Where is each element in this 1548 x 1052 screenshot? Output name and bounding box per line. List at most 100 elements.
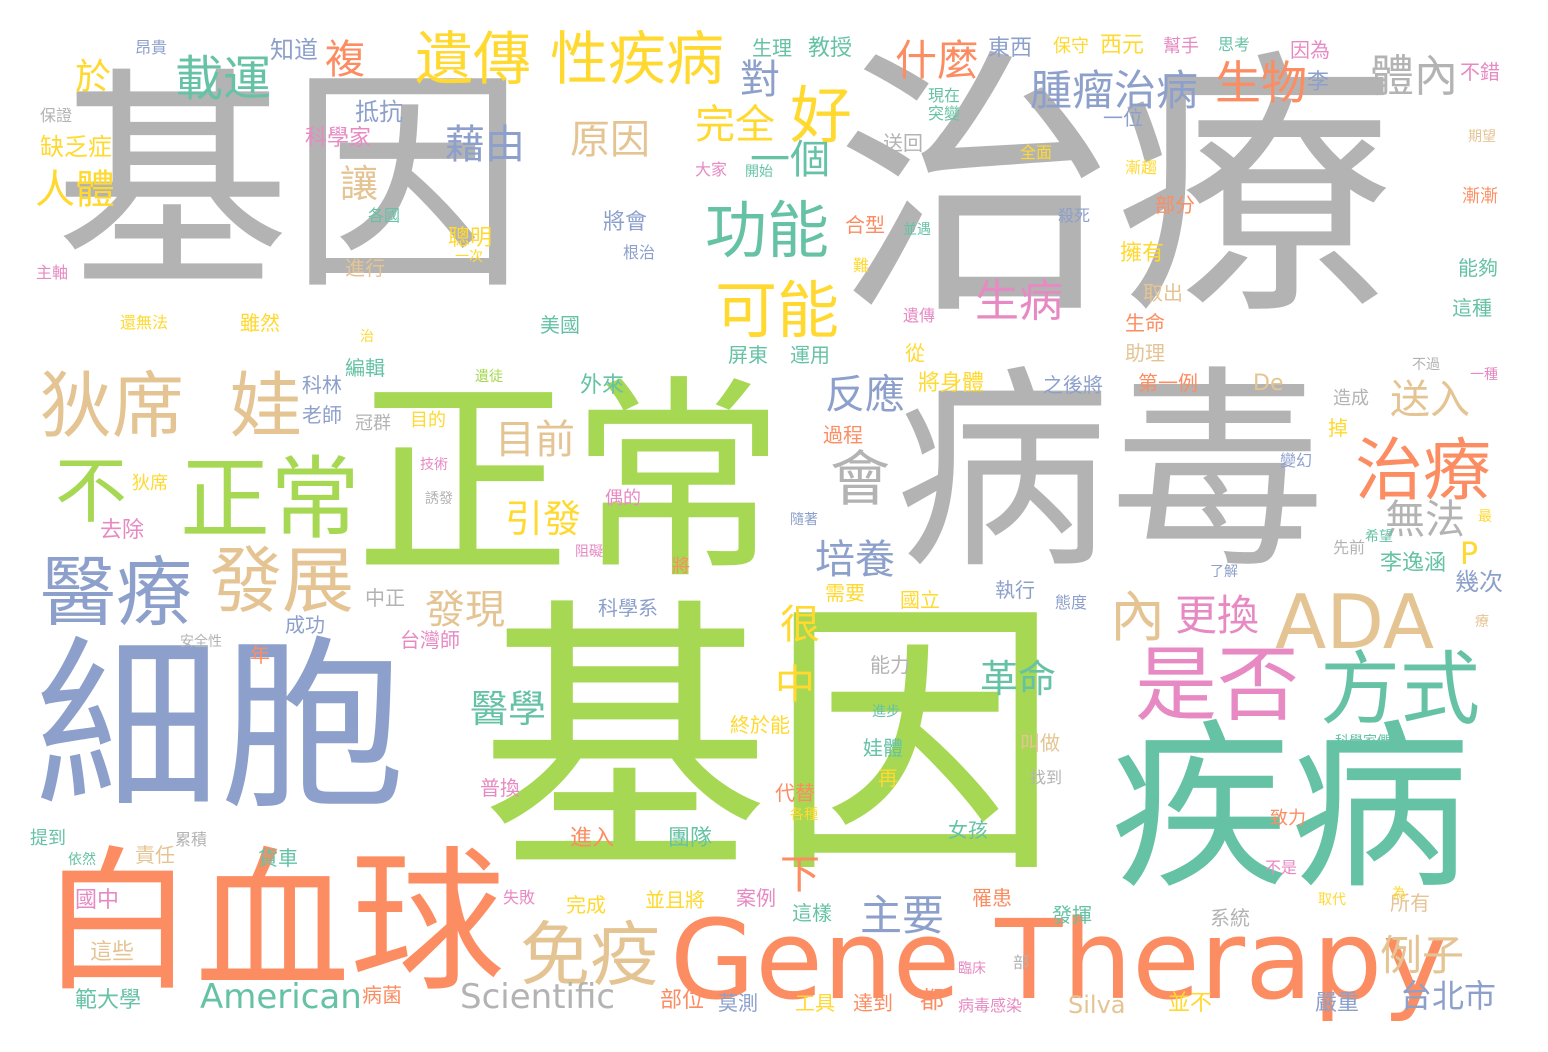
- word-bianhuan: 變幻: [1280, 451, 1313, 470]
- word-bucuo: 不錯: [1460, 60, 1500, 84]
- word-taiwanshi: 台灣師: [400, 628, 460, 652]
- word-zhongzheng: 中正: [365, 586, 405, 610]
- word-jici: 幾次: [1455, 568, 1503, 596]
- word-zhengchang-green-small: 正常: [180, 447, 360, 552]
- word-zai: 再: [878, 766, 898, 790]
- word-peiyang: 培養: [815, 537, 895, 583]
- word-genzhi: 根治: [623, 243, 656, 262]
- word-fangshi: 方式: [1320, 643, 1480, 736]
- word-lizi: 例子: [1380, 931, 1465, 980]
- word-xia: 下: [780, 852, 820, 898]
- word-li: 李: [1307, 70, 1330, 95]
- word-jiangshenti: 將身體: [918, 371, 985, 396]
- word-cong: 從: [905, 341, 925, 365]
- word-lihuan: 罹患: [972, 886, 1012, 910]
- word-zhi: 治: [360, 329, 374, 345]
- word-shenme: 什麼: [895, 36, 980, 85]
- word-jinbu: 進步: [872, 704, 900, 720]
- word-jiyin-gray: 基因: [55, 49, 525, 322]
- word-linchuang: 臨床: [958, 961, 986, 977]
- word-yici: 一次: [455, 249, 483, 265]
- word-hao: 好: [790, 79, 853, 152]
- word-zeren: 責任: [135, 843, 175, 867]
- word-zhiliao-gray: 治療: [835, 27, 1395, 353]
- word-kelin: 科林: [302, 373, 342, 397]
- word-yizhong: 一種: [1470, 367, 1498, 383]
- word-yitu: 遺徒: [475, 369, 503, 385]
- word-kexuejia-pink: 科學家: [305, 126, 372, 151]
- word-zuai: 阻礙: [575, 544, 603, 560]
- word-zhaodao: 找到: [1030, 768, 1063, 787]
- word-wailai: 外來: [580, 373, 625, 398]
- word-guocheng: 過程: [823, 423, 863, 447]
- word-muqian: 目前: [495, 417, 575, 463]
- word-oude: 偶的: [605, 488, 641, 509]
- word-anli: 案例: [736, 886, 776, 910]
- word-fanying: 反應: [825, 372, 905, 418]
- word-buwei: 部位: [660, 988, 705, 1013]
- word-songhui: 送回: [883, 131, 923, 155]
- word-yige: 一個: [750, 137, 830, 183]
- word-guoli: 國立: [900, 588, 940, 612]
- word-yiran: 依然: [68, 852, 96, 868]
- word-jianqu: 漸趨: [1125, 158, 1158, 177]
- word-suoyou: 所有: [1390, 891, 1430, 915]
- word-yichuan-pink: 遺傳: [903, 306, 936, 325]
- word-jinxing: 進行: [345, 256, 385, 280]
- word-dou: 都: [920, 986, 944, 1014]
- word-yu: 於: [75, 57, 112, 98]
- word-anggui: 昂貴: [135, 38, 168, 57]
- word-xianzai: 現在: [928, 86, 961, 105]
- word-dongxi: 東西: [988, 36, 1033, 61]
- word-mude: 目的: [410, 410, 446, 431]
- word-xiwang: 希望: [1365, 529, 1393, 545]
- word-xiyuan: 西元: [1100, 33, 1145, 58]
- word-bu2: 部: [1013, 953, 1030, 972]
- word-nan: 難: [853, 256, 870, 275]
- word-zhuzhou: 主軸: [36, 263, 69, 282]
- word-nengli: 能力: [870, 653, 910, 677]
- word-liao: 療: [1475, 614, 1489, 630]
- word-zhuli: 助理: [1125, 341, 1165, 365]
- word-nian: 年: [250, 643, 270, 667]
- word-buguo: 不過: [1412, 357, 1440, 373]
- word-chenggong: 成功: [285, 613, 325, 637]
- word-shibai: 失敗: [503, 888, 536, 907]
- word-zaiyun: 載運: [175, 51, 272, 107]
- word-fandaxue: 範大學: [75, 988, 142, 1013]
- word-tidao: 提到: [30, 828, 66, 849]
- word-taibeishi: 台北市: [1400, 977, 1497, 1015]
- word-mianyi: 免疫: [520, 914, 660, 996]
- word-baoshou: 保守: [1053, 36, 1089, 57]
- word-zaocheng: 造成: [1333, 388, 1369, 409]
- word-gongneng: 功能: [705, 194, 830, 267]
- word-jiyin-green: 基因: [480, 576, 1060, 913]
- word-xianqian: 先前: [1333, 538, 1366, 557]
- word-tuandui: 團隊: [668, 826, 713, 851]
- word-wei: 為: [1392, 886, 1406, 902]
- word-dixi-yellow: 狄席: [132, 473, 168, 494]
- word-liyihan: 李逸涵: [1380, 551, 1447, 576]
- word-yuanyin: 原因: [570, 117, 650, 163]
- word-laoshi: 老師: [302, 403, 342, 427]
- word-scientific: Scientific: [460, 977, 616, 1017]
- word-hui: 會: [830, 445, 890, 515]
- word-rang: 讓: [340, 162, 379, 206]
- word-faxian: 發現: [425, 587, 505, 633]
- word-songru: 送入: [1390, 377, 1470, 423]
- word-congming: 聰明: [448, 226, 493, 251]
- word-jianjian: 漸漸: [1462, 186, 1498, 207]
- word-jiaozuo: 叫做: [1020, 731, 1060, 755]
- word-gene-therapy: Gene Therapy: [670, 896, 1448, 1024]
- word-gongju: 工具: [795, 991, 835, 1015]
- word-de: De: [1253, 371, 1284, 396]
- word-baixueqiu: 白血球: [40, 832, 505, 1013]
- word-gezhong: 各種: [790, 807, 818, 823]
- word-jiaoshou: 教授: [808, 36, 853, 61]
- word-yanzhong: 嚴重: [1315, 991, 1360, 1016]
- word-quchu2: 去除: [100, 518, 145, 543]
- word-wa: 娃: [230, 364, 303, 448]
- word-xuyao: 需要: [825, 581, 865, 605]
- word-diyili: 第一例: [1138, 371, 1198, 395]
- word-jishu: 技術: [420, 457, 448, 473]
